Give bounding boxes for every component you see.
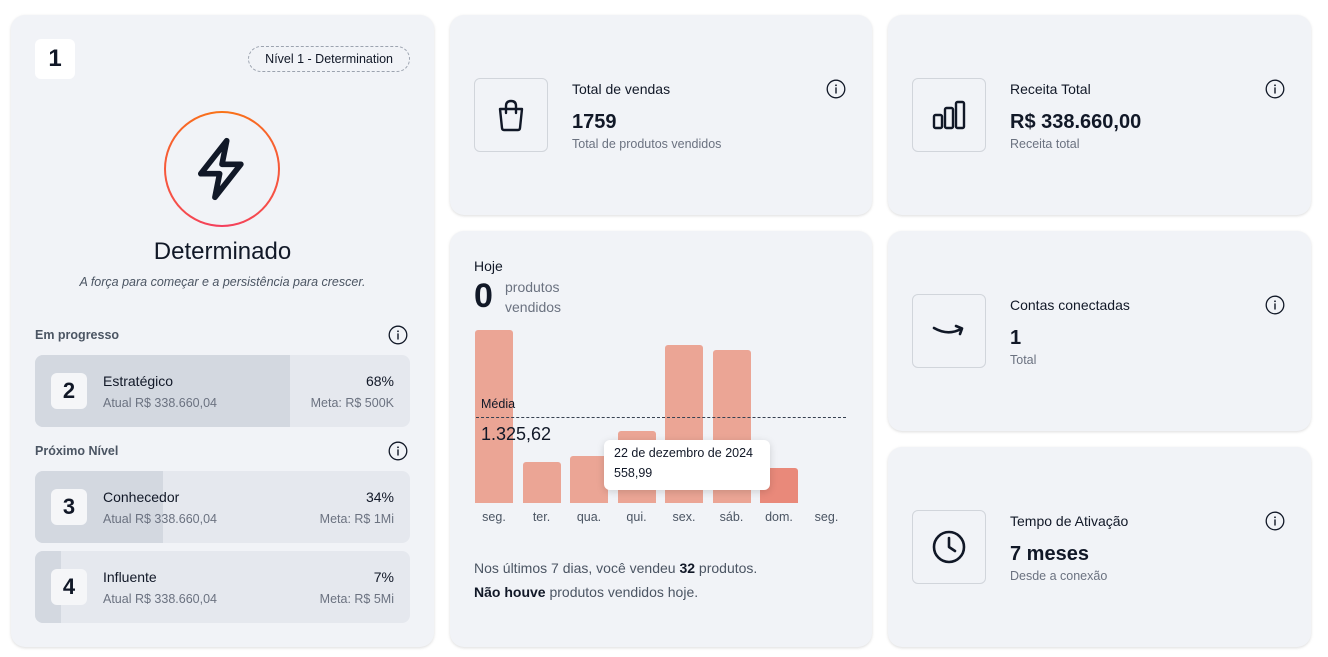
stat-value: 1 bbox=[1010, 327, 1022, 349]
daily-sales-card: Hoje 0 produtos vendidos seg. ter. qua. qui… bbox=[450, 231, 872, 647]
total-sales-card: Total de vendas 1759 Total de produtos v… bbox=[450, 15, 872, 215]
tooltip-value: 558,99 bbox=[614, 466, 653, 480]
row-percentage: 7% bbox=[373, 569, 394, 585]
shopping-bag-icon bbox=[498, 99, 524, 132]
today-label: Hoje bbox=[474, 258, 503, 274]
bar-chart-icon bbox=[932, 100, 966, 130]
stat-value: R$ 338.660,00 bbox=[1010, 111, 1142, 133]
level-row-connoisseur[interactable]: 3 Conhecedor Atual R$ 338.660,04 34% Met… bbox=[35, 471, 410, 543]
level-row-strategic[interactable]: 2 Estratégico Atual R$ 338.660,04 68% Me… bbox=[35, 355, 410, 427]
tooltip-date: 22 de dezembro de 2024 bbox=[614, 446, 753, 460]
stat-value: 1759 bbox=[572, 111, 617, 133]
lightning-icon bbox=[197, 137, 244, 201]
info-icon[interactable] bbox=[1265, 295, 1285, 315]
x-axis-tick: qua. bbox=[576, 510, 602, 524]
stat-subtitle: Total bbox=[1010, 353, 1037, 367]
row-level-name: Conhecedor bbox=[103, 489, 180, 505]
row-goal: Meta: R$ 5Mi bbox=[319, 592, 394, 606]
weekly-count: 32 bbox=[679, 560, 696, 576]
stat-subtitle: Desde a conexão bbox=[1010, 569, 1108, 583]
x-axis-tick: sex. bbox=[672, 510, 696, 524]
row-level-number: 3 bbox=[51, 489, 87, 525]
x-axis-tick: dom. bbox=[765, 510, 793, 524]
level-title: Determinado bbox=[153, 238, 292, 265]
row-current-value: Atual R$ 338.660,04 bbox=[103, 396, 217, 410]
row-percentage: 68% bbox=[365, 373, 394, 389]
x-axis-tick: seg. bbox=[482, 510, 506, 524]
stat-title: Receita Total bbox=[1010, 81, 1091, 97]
average-line bbox=[476, 417, 846, 418]
info-icon[interactable] bbox=[1265, 511, 1285, 531]
stat-subtitle: Receita total bbox=[1010, 137, 1080, 151]
row-level-number: 4 bbox=[51, 569, 87, 605]
average-label: Média bbox=[481, 397, 516, 411]
level-card: 1 Nível 1 - Determination Determinado A … bbox=[11, 15, 434, 647]
chart-bar[interactable] bbox=[475, 330, 513, 503]
chart-tooltip: 22 de dezembro de 2024 558,99 bbox=[604, 440, 770, 490]
x-axis-tick: sáb. bbox=[719, 510, 744, 524]
clock-icon bbox=[932, 530, 966, 564]
row-level-name: Estratégico bbox=[103, 373, 174, 389]
level-badge bbox=[164, 111, 280, 227]
row-level-name: Influente bbox=[103, 569, 157, 585]
in-progress-label: Em progresso bbox=[35, 328, 120, 342]
stat-title: Tempo de Ativação bbox=[1010, 513, 1129, 529]
today-value: 0 bbox=[474, 277, 493, 315]
level-quote: A força para começar e a persistência pa… bbox=[79, 275, 366, 289]
level-pill: Nível 1 - Determination bbox=[248, 46, 410, 72]
level-row-influencer[interactable]: 4 Influente Atual R$ 338.660,04 7% Meta:… bbox=[35, 551, 410, 623]
connected-accounts-card: Contas conectadas 1 Total bbox=[888, 231, 1311, 431]
stat-subtitle: Total de produtos vendidos bbox=[572, 137, 722, 151]
level-number: 1 bbox=[35, 39, 75, 79]
today-summary: Não houve produtos vendidos hoje. bbox=[474, 584, 699, 600]
stat-value: 7 meses bbox=[1010, 543, 1089, 565]
row-current-value: Atual R$ 338.660,04 bbox=[103, 592, 217, 606]
x-axis-tick: ter. bbox=[532, 510, 551, 524]
average-value: 1.325,62 bbox=[481, 424, 552, 444]
x-axis-tick: seg. bbox=[814, 510, 839, 524]
info-icon[interactable] bbox=[1265, 79, 1285, 99]
next-level-label: Próximo Nível bbox=[35, 444, 119, 458]
amazon-smile-icon bbox=[932, 324, 964, 336]
row-goal: Meta: R$ 1Mi bbox=[319, 512, 394, 526]
info-icon[interactable] bbox=[388, 441, 408, 461]
x-axis-tick: qui. bbox=[626, 510, 647, 524]
activation-time-card: Tempo de Ativação 7 meses Desde a conexã… bbox=[888, 447, 1311, 647]
info-icon[interactable] bbox=[826, 79, 846, 99]
row-percentage: 34% bbox=[365, 489, 394, 505]
info-icon[interactable] bbox=[388, 325, 408, 345]
stat-title: Total de vendas bbox=[572, 81, 671, 97]
row-goal: Meta: R$ 500K bbox=[310, 396, 394, 410]
weekly-summary: Nos últimos 7 dias, você vendeu 32 produ… bbox=[474, 560, 758, 576]
chart-bar[interactable] bbox=[570, 456, 608, 503]
row-level-number: 2 bbox=[51, 373, 87, 409]
today-unit: produtos vendidos bbox=[505, 279, 562, 315]
stat-title: Contas conectadas bbox=[1010, 297, 1130, 313]
total-revenue-card: Receita Total R$ 338.660,00 Receita tota… bbox=[888, 15, 1311, 215]
chart-bar[interactable] bbox=[522, 462, 561, 503]
row-current-value: Atual R$ 338.660,04 bbox=[103, 512, 217, 526]
